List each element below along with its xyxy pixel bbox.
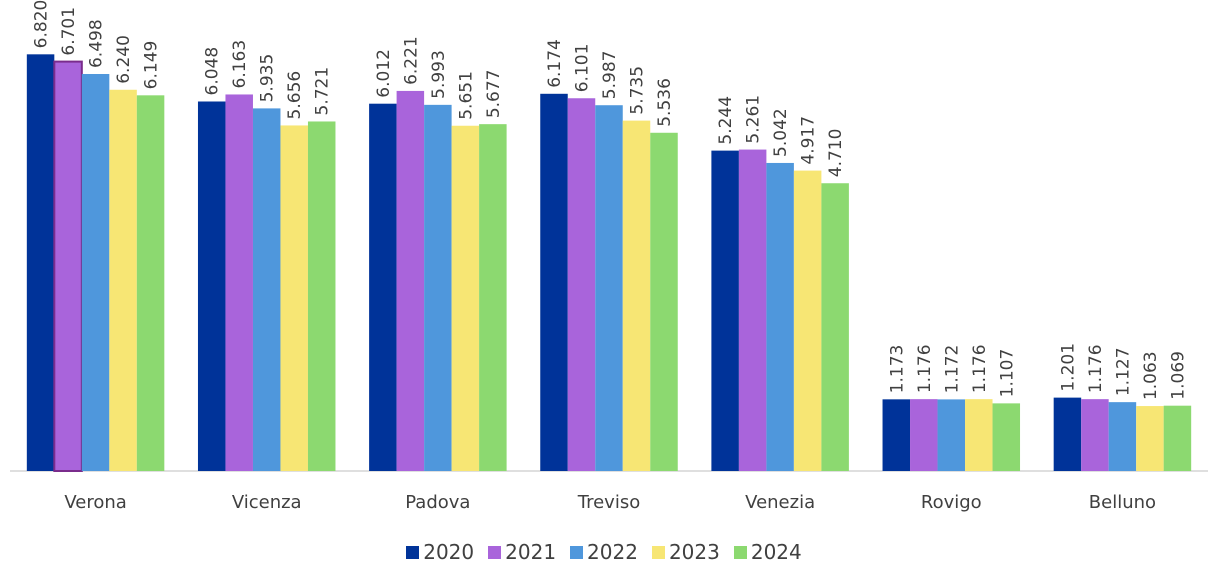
legend-label: 2023 (668, 540, 720, 564)
bar-rovigo-2021 (910, 399, 938, 471)
data-label: 4.917 (799, 116, 819, 165)
chart-legend: 2020 2021 2022 2023 2024 (0, 540, 1208, 564)
category-label: Padova (405, 492, 470, 513)
data-label: 6.149 (142, 41, 162, 90)
bar-verona-2023 (109, 89, 137, 471)
category-label: Belluno (1089, 492, 1156, 513)
legend-swatch (488, 545, 502, 559)
bar-belluno-2022 (1108, 402, 1137, 471)
data-label: 1.069 (1168, 351, 1188, 400)
data-label: 1.176 (915, 344, 935, 393)
data-label: 6.221 (401, 36, 421, 85)
bar-padova-2022 (424, 104, 452, 471)
data-label: 5.536 (655, 78, 675, 127)
category-label: Verona (64, 492, 126, 513)
bar-padova-2020 (369, 103, 397, 472)
data-label: 6.012 (374, 49, 394, 98)
bar-padova-2023 (451, 125, 480, 471)
bar-vicenza-2024 (307, 121, 336, 472)
data-label: 1.172 (942, 345, 962, 394)
data-label: 6.701 (59, 7, 79, 56)
data-label: 6.240 (114, 35, 134, 84)
data-label: 1.107 (997, 349, 1017, 398)
bar-rovigo-2024 (992, 403, 1021, 471)
bar-chart: 6.820 6.701 6.498 6.240 6.149 Verona 6.048 6.16… (10, 0, 1208, 513)
bar-belluno-2024 (1163, 405, 1192, 471)
bar-treviso-2021 (567, 98, 596, 472)
data-label: 5.261 (744, 95, 764, 144)
data-label: 5.735 (628, 66, 648, 115)
bar-verona-2022 (81, 73, 110, 471)
legend-swatch (733, 545, 747, 559)
bar-rovigo-2020 (882, 399, 911, 471)
legend-item: 2024 (733, 540, 802, 564)
legend-label: 2020 (423, 540, 475, 564)
legend-item: 2022 (570, 540, 638, 564)
category-label: Treviso (577, 492, 640, 513)
data-label: 5.935 (258, 54, 278, 103)
data-label: 6.101 (573, 44, 593, 93)
bar-rovigo-2023 (965, 399, 993, 471)
bar-vicenza-2023 (280, 125, 308, 471)
data-label: 1.176 (970, 344, 990, 393)
data-label: 6.163 (230, 40, 250, 89)
data-label: 6.820 (32, 0, 52, 48)
data-label: 4.710 (826, 129, 846, 178)
legend-swatch (570, 545, 584, 559)
legend-swatch (651, 545, 665, 559)
category-label: Vicenza (232, 492, 302, 513)
data-label: 1.127 (1113, 347, 1133, 396)
data-label: 5.244 (716, 96, 736, 145)
bar-verona-2024 (136, 95, 165, 471)
bar-treviso-2023 (622, 120, 651, 472)
legend-label: 2021 (505, 540, 557, 564)
bar-treviso-2020 (540, 93, 568, 471)
data-label: 5.987 (600, 51, 620, 100)
bar-belluno-2023 (1136, 406, 1164, 471)
bar-belluno-2020 (1053, 397, 1082, 471)
legend-item: 2021 (488, 540, 556, 564)
data-label: 5.042 (771, 108, 791, 157)
legend-label: 2024 (750, 540, 802, 564)
bar-treviso-2024 (650, 132, 678, 472)
category-label: Rovigo (921, 492, 982, 513)
legend-swatch (406, 545, 420, 559)
bar-vicenza-2020 (197, 101, 226, 471)
bar-rovigo-2022 (937, 399, 966, 471)
bar-venezia-2022 (766, 162, 794, 471)
data-label: 5.721 (313, 67, 333, 116)
legend-label: 2022 (587, 540, 638, 564)
data-label: 5.993 (429, 50, 449, 99)
bar-venezia-2024 (821, 183, 849, 472)
bar-treviso-2022 (595, 105, 623, 471)
data-label: 1.173 (887, 345, 907, 394)
bar-verona-2020 (26, 54, 55, 472)
data-label: 5.677 (484, 69, 504, 118)
bar-padova-2021 (396, 90, 425, 472)
data-label: 5.656 (285, 71, 305, 120)
bar-padova-2024 (479, 124, 507, 471)
bar-vicenza-2021 (225, 94, 253, 471)
bar-venezia-2020 (711, 150, 739, 471)
bar-venezia-2023 (793, 170, 822, 472)
bar-belluno-2021 (1081, 399, 1109, 471)
data-label: 6.174 (545, 39, 565, 88)
bar-venezia-2021 (738, 149, 767, 471)
category-label: Venezia (745, 492, 815, 513)
bar-vicenza-2022 (252, 108, 281, 472)
data-label: 1.063 (1141, 351, 1161, 400)
data-label: 6.498 (87, 19, 107, 68)
data-label: 1.176 (1086, 344, 1106, 393)
data-label: 5.651 (456, 71, 476, 120)
legend-item: 2023 (651, 540, 720, 564)
data-label: 1.201 (1058, 343, 1078, 392)
data-label: 6.048 (203, 47, 223, 96)
legend-item: 2020 (406, 540, 474, 564)
bar-verona-2021 (53, 60, 83, 473)
